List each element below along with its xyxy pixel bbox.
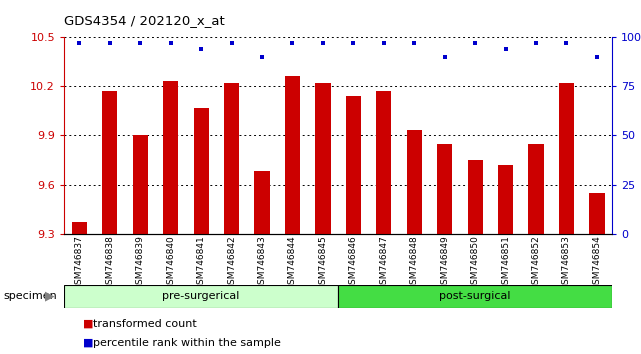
- Bar: [498, 165, 513, 234]
- Point: [501, 46, 511, 52]
- Text: ■: ■: [83, 319, 94, 329]
- Bar: [102, 91, 117, 234]
- Point: [348, 40, 358, 46]
- Bar: [224, 83, 239, 234]
- Point: [257, 54, 267, 59]
- Bar: [72, 222, 87, 234]
- Point: [196, 46, 206, 52]
- Text: GDS4354 / 202120_x_at: GDS4354 / 202120_x_at: [64, 14, 225, 27]
- Bar: [528, 144, 544, 234]
- Text: specimen: specimen: [3, 291, 57, 301]
- Point: [409, 40, 419, 46]
- Bar: [133, 135, 148, 234]
- Bar: [406, 131, 422, 234]
- Point: [135, 40, 146, 46]
- Point: [318, 40, 328, 46]
- Bar: [64, 285, 338, 308]
- Text: post-surgical: post-surgical: [439, 291, 511, 302]
- Bar: [589, 193, 604, 234]
- Bar: [345, 96, 361, 234]
- Bar: [285, 76, 300, 234]
- Text: ▶: ▶: [45, 290, 54, 303]
- Point: [379, 40, 389, 46]
- Point: [562, 40, 572, 46]
- Point: [531, 40, 541, 46]
- Point: [165, 40, 176, 46]
- Point: [592, 54, 602, 59]
- Text: percentile rank within the sample: percentile rank within the sample: [93, 338, 281, 348]
- Bar: [338, 285, 612, 308]
- Text: ■: ■: [83, 338, 94, 348]
- Text: transformed count: transformed count: [93, 319, 197, 329]
- Point: [74, 40, 85, 46]
- Point: [440, 54, 450, 59]
- Point: [226, 40, 237, 46]
- Bar: [437, 144, 453, 234]
- Bar: [376, 91, 392, 234]
- Bar: [254, 171, 270, 234]
- Bar: [467, 160, 483, 234]
- Point: [470, 40, 480, 46]
- Point: [287, 40, 297, 46]
- Bar: [315, 83, 331, 234]
- Text: pre-surgerical: pre-surgerical: [162, 291, 240, 302]
- Bar: [194, 108, 209, 234]
- Bar: [559, 83, 574, 234]
- Bar: [163, 81, 178, 234]
- Point: [104, 40, 115, 46]
